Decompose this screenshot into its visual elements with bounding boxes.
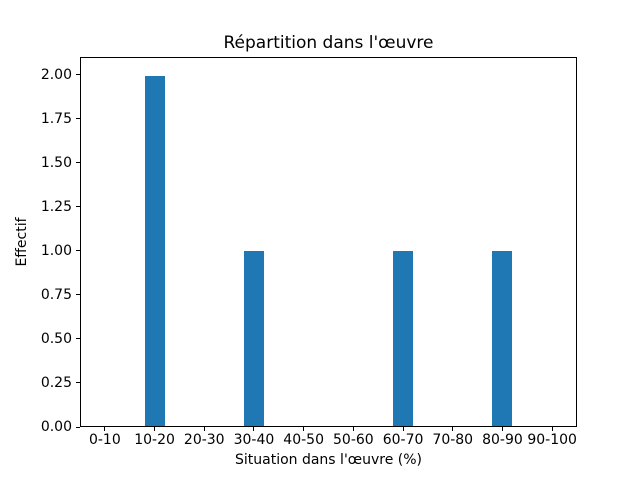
y-tick-mark (76, 206, 80, 208)
y-tick-mark (76, 338, 80, 340)
y-tick-label: 0.25 (40, 374, 72, 391)
bar-10-20 (144, 75, 165, 426)
x-tick-mark (352, 427, 354, 431)
chart-title: Répartition dans l'œuvre (223, 33, 434, 53)
y-tick-mark (76, 250, 80, 252)
y-tick-mark (76, 294, 80, 296)
x-tick-mark (203, 427, 205, 431)
bar-60-70 (393, 250, 414, 426)
x-tick-label: 70-80 (432, 432, 474, 448)
x-tick-label: 40-50 (283, 432, 324, 448)
y-tick-label: 0.50 (40, 330, 72, 347)
y-tick-label: 0.75 (40, 286, 72, 303)
y-tick-label: 1.50 (40, 154, 72, 171)
x-tick-mark (551, 427, 553, 431)
x-tick-label: 90-100 (527, 432, 577, 448)
y-axis-label: Effectif (14, 217, 30, 267)
y-tick-mark (76, 162, 80, 164)
x-tick-label: 50-60 (333, 432, 374, 448)
y-tick-mark (76, 382, 80, 384)
x-tick-label: 60-70 (382, 432, 424, 448)
x-tick-mark (253, 427, 255, 431)
x-tick-mark (452, 427, 454, 431)
y-tick-label: 1.75 (40, 110, 72, 127)
x-tick-mark (154, 427, 156, 431)
x-tick-label: 20-30 (183, 432, 225, 448)
x-tick-label: 0-10 (88, 432, 121, 448)
x-tick-mark (402, 427, 404, 431)
x-tick-label: 80-90 (482, 432, 523, 448)
x-tick-mark (303, 427, 305, 431)
x-tick-label: 10-20 (134, 432, 175, 448)
y-tick-label: 2.00 (40, 66, 72, 83)
y-tick-mark (76, 426, 80, 428)
y-tick-label: 1.25 (40, 198, 72, 215)
bar-30-40 (243, 250, 264, 426)
bar-80-90 (492, 250, 513, 426)
x-tick-mark (501, 427, 503, 431)
y-tick-mark (76, 74, 80, 76)
plot-area (80, 57, 577, 427)
x-tick-label: 30-40 (233, 432, 275, 448)
x-tick-mark (104, 427, 106, 431)
y-tick-label: 0.00 (40, 419, 72, 435)
y-tick-label: 1.00 (40, 242, 72, 259)
y-tick-mark (76, 118, 80, 120)
x-axis-label: Situation dans l'œuvre (%) (234, 452, 423, 468)
